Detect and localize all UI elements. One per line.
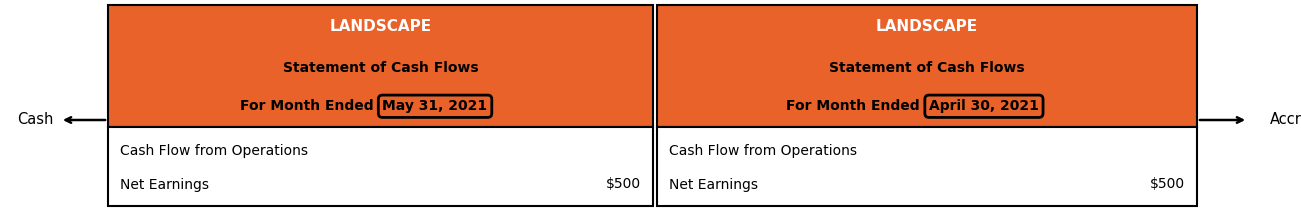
Text: Cash Flow from Operations: Cash Flow from Operations [120,145,308,158]
Text: Net Earnings: Net Earnings [669,177,758,192]
Text: Statement of Cash Flows: Statement of Cash Flows [282,61,479,76]
Text: May 31, 2021: May 31, 2021 [382,99,488,113]
Text: Statement of Cash Flows: Statement of Cash Flows [829,61,1025,76]
Bar [657,5,1197,127]
Text: Accrual: Accrual [1270,112,1301,127]
Text: LANDSCAPE: LANDSCAPE [876,19,978,34]
Bar [108,127,653,206]
Bar [657,127,1197,206]
Bar [108,5,653,127]
Text: $500: $500 [1150,177,1185,192]
Text: Cash Flow from Operations: Cash Flow from Operations [669,145,857,158]
Text: $500: $500 [606,177,641,192]
Text: Net Earnings: Net Earnings [120,177,209,192]
Text: For Month Ended: For Month Ended [787,99,925,113]
Text: LANDSCAPE: LANDSCAPE [329,19,432,34]
Text: April 30, 2021: April 30, 2021 [929,99,1039,113]
Text: For Month Ended: For Month Ended [239,99,379,113]
Text: Cash: Cash [17,112,53,127]
